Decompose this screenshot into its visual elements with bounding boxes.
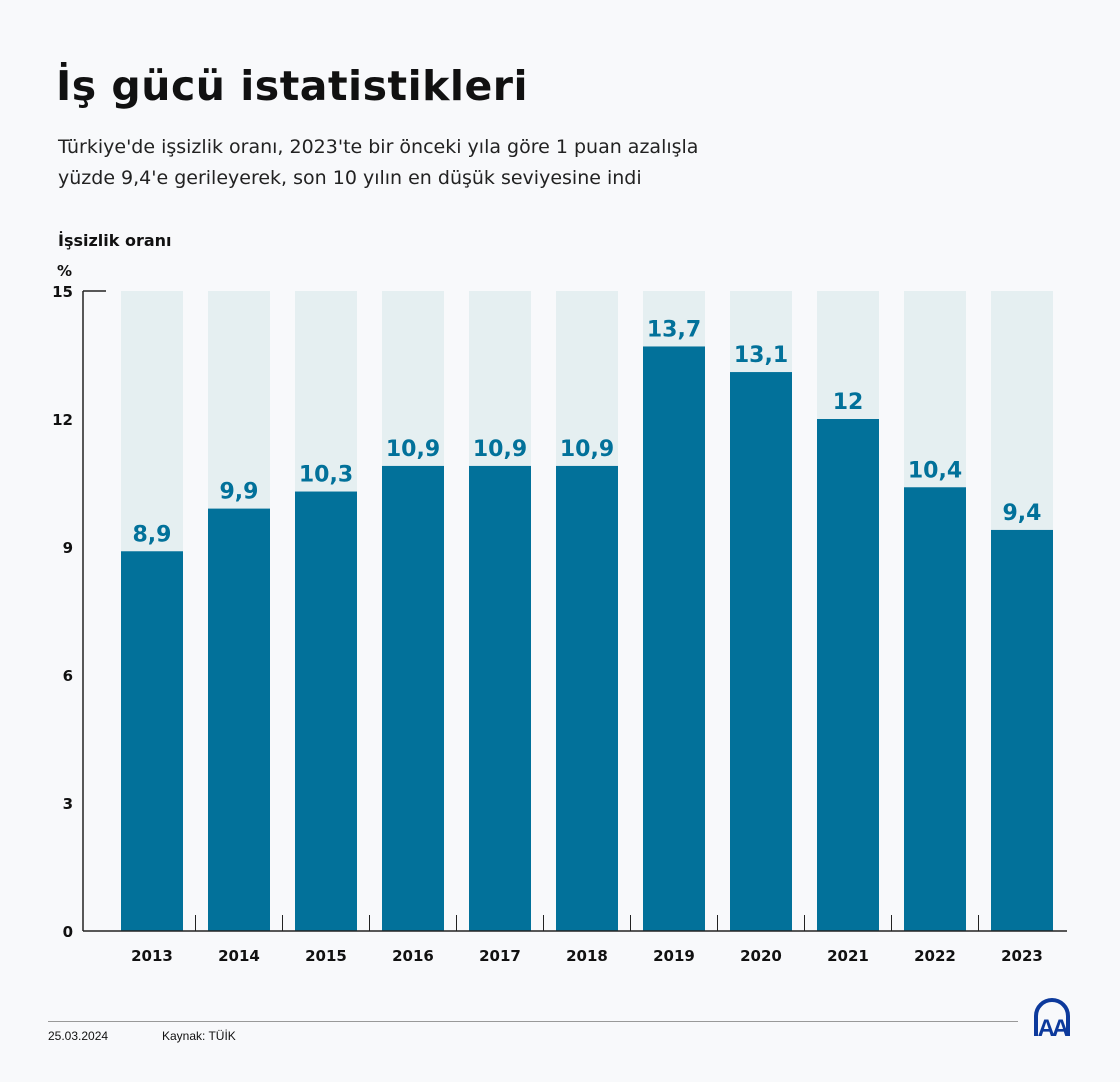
- svg-text:AA: AA: [1038, 1015, 1069, 1038]
- footer-divider: [48, 1021, 1018, 1022]
- data-label: 9,9: [220, 480, 259, 505]
- bar: [643, 346, 705, 931]
- data-label: 8,9: [133, 522, 172, 547]
- bar: [730, 372, 792, 932]
- data-label: 9,4: [1003, 501, 1042, 526]
- x-tick-label: 2017: [479, 947, 521, 965]
- y-tick-label: 3: [63, 795, 73, 813]
- y-axis-unit: %: [57, 262, 73, 280]
- x-tick-label: 2022: [914, 947, 956, 965]
- bar: [469, 465, 531, 931]
- subtitle-line-2: yüzde 9,4'e gerileyerek, son 10 yılın en…: [58, 167, 642, 189]
- y-tick-label: 6: [63, 667, 73, 685]
- data-label: 10,9: [473, 437, 527, 462]
- y-tick-label: 0: [63, 923, 73, 941]
- data-label: 10,3: [299, 463, 353, 488]
- footer-date: 25.03.2024: [48, 1029, 109, 1043]
- y-tick-label: 12: [52, 411, 73, 429]
- subtitle: Türkiye'de işsizlik oranı, 2023'te bir ö…: [58, 132, 778, 194]
- data-label: 12: [833, 390, 864, 415]
- bar: [208, 508, 270, 931]
- x-tick-label: 2018: [566, 947, 608, 965]
- bar: [817, 419, 879, 931]
- x-tick-label: 2020: [740, 947, 782, 965]
- data-label: 10,4: [908, 458, 962, 483]
- bar: [295, 491, 357, 931]
- bar: [382, 465, 444, 931]
- bar: [556, 465, 618, 931]
- y-tick-label: 15: [52, 283, 73, 301]
- subtitle-line-1: Türkiye'de işsizlik oranı, 2023'te bir ö…: [58, 136, 699, 158]
- data-label: 13,7: [647, 317, 701, 342]
- page-title: İş gücü istatistikleri: [56, 62, 529, 110]
- bar: [991, 529, 1053, 931]
- bar: [121, 551, 183, 931]
- x-tick-label: 2023: [1001, 947, 1043, 965]
- footer-source: Kaynak: TÜİK: [162, 1029, 236, 1043]
- data-label: 13,1: [734, 343, 788, 368]
- bar-chart: 8,9 2013 9,9 2014 10,3 2015 10,9 2016 10,9 2017 10…: [52, 283, 1067, 965]
- y-tick-label: 9: [63, 539, 73, 557]
- x-tick-label: 2015: [305, 947, 347, 965]
- data-label: 10,9: [560, 437, 614, 462]
- data-label: 10,9: [386, 437, 440, 462]
- x-tick-label: 2021: [827, 947, 869, 965]
- x-tick-label: 2016: [392, 947, 434, 965]
- x-tick-label: 2014: [218, 947, 260, 965]
- x-tick-label: 2013: [131, 947, 173, 965]
- y-axis-label: İşsizlik oranı: [58, 231, 172, 250]
- aa-logo: AA: [1034, 998, 1072, 1038]
- bar: [904, 487, 966, 931]
- x-tick-label: 2019: [653, 947, 695, 965]
